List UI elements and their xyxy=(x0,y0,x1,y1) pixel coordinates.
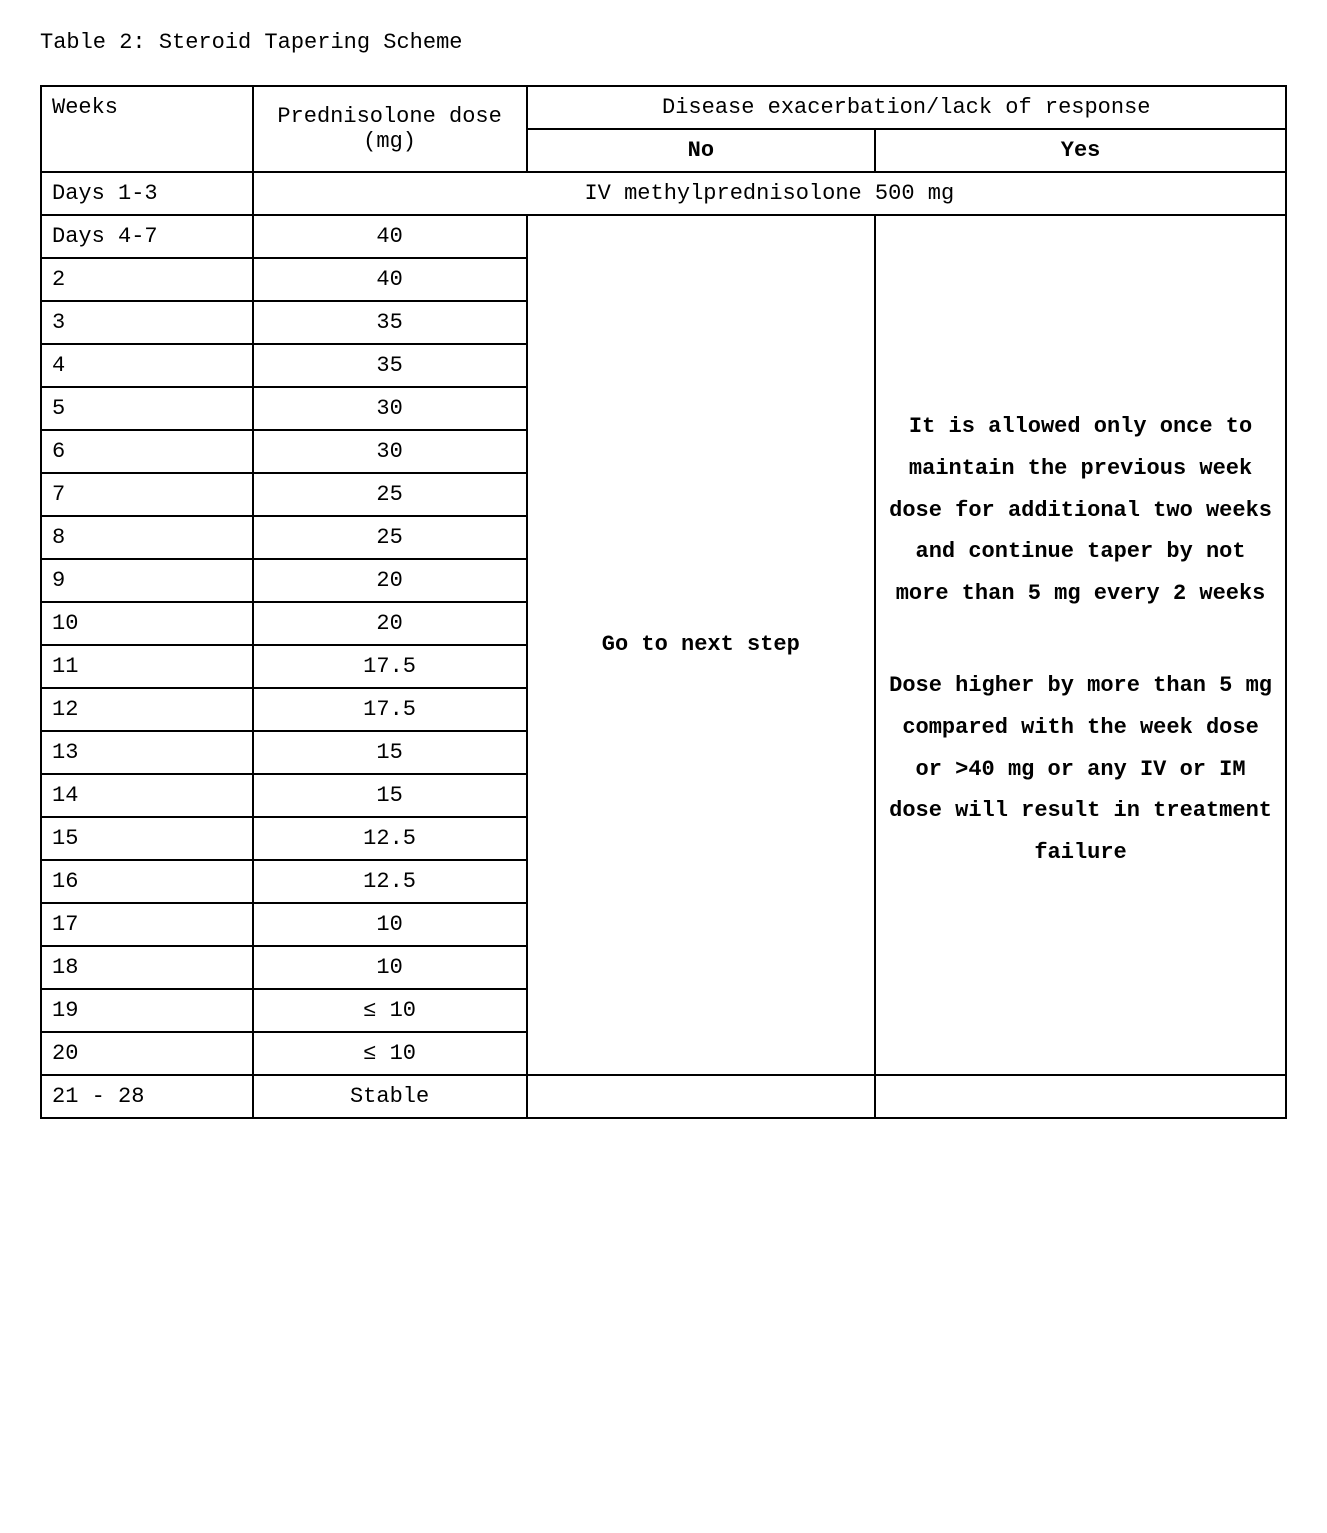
cell-weeks: 5 xyxy=(41,387,253,430)
cell-dose: 30 xyxy=(253,387,527,430)
cell-dose: 20 xyxy=(253,559,527,602)
cell-dose: 20 xyxy=(253,602,527,645)
table-title: Table 2: Steroid Tapering Scheme xyxy=(40,30,1287,55)
cell-dose: Stable xyxy=(253,1075,527,1118)
cell-weeks: 7 xyxy=(41,473,253,516)
cell-dose: 40 xyxy=(253,215,527,258)
header-prednisolone: Prednisolone dose (mg) xyxy=(253,86,527,172)
cell-dose: 35 xyxy=(253,344,527,387)
cell-no xyxy=(527,1075,876,1118)
cell-yes xyxy=(875,1075,1286,1118)
cell-weeks: 17 xyxy=(41,903,253,946)
cell-weeks: 8 xyxy=(41,516,253,559)
cell-dose: 15 xyxy=(253,774,527,817)
cell-weeks: 20 xyxy=(41,1032,253,1075)
cell-weeks: Days 4-7 xyxy=(41,215,253,258)
cell-dose: 15 xyxy=(253,731,527,774)
cell-weeks: 10 xyxy=(41,602,253,645)
cell-dose: 10 xyxy=(253,903,527,946)
row-21-28: 21 - 28 Stable xyxy=(41,1075,1286,1118)
row-days-1-3: Days 1-3 IV methylprednisolone 500 mg xyxy=(41,172,1286,215)
cell-dose: 35 xyxy=(253,301,527,344)
cell-weeks: 13 xyxy=(41,731,253,774)
cell-dose: 17.5 xyxy=(253,645,527,688)
cell-iv-methylprednisolone: IV methylprednisolone 500 mg xyxy=(253,172,1286,215)
yes-block-para2: Dose higher by more than 5 mg compared w… xyxy=(886,665,1275,874)
cell-dose: 10 xyxy=(253,946,527,989)
cell-dose: 12.5 xyxy=(253,817,527,860)
cell-weeks: 18 xyxy=(41,946,253,989)
cell-weeks: Days 1-3 xyxy=(41,172,253,215)
tapering-table: Weeks Prednisolone dose (mg) Disease exa… xyxy=(40,85,1287,1119)
yes-block: It is allowed only once to maintain the … xyxy=(875,215,1286,1075)
cell-weeks: 21 - 28 xyxy=(41,1075,253,1118)
table-row: Days 4-740Go to next stepIt is allowed o… xyxy=(41,215,1286,258)
cell-weeks: 15 xyxy=(41,817,253,860)
cell-weeks: 16 xyxy=(41,860,253,903)
cell-dose: 25 xyxy=(253,516,527,559)
cell-weeks: 14 xyxy=(41,774,253,817)
header-row-1: Weeks Prednisolone dose (mg) Disease exa… xyxy=(41,86,1286,129)
header-no: No xyxy=(527,129,876,172)
cell-dose: 17.5 xyxy=(253,688,527,731)
cell-dose: ≤ 10 xyxy=(253,1032,527,1075)
header-yes: Yes xyxy=(875,129,1286,172)
header-weeks: Weeks xyxy=(41,86,253,172)
cell-weeks: 9 xyxy=(41,559,253,602)
cell-dose: 40 xyxy=(253,258,527,301)
cell-dose: 25 xyxy=(253,473,527,516)
cell-weeks: 19 xyxy=(41,989,253,1032)
cell-weeks: 4 xyxy=(41,344,253,387)
cell-weeks: 11 xyxy=(41,645,253,688)
cell-dose: 12.5 xyxy=(253,860,527,903)
header-exacerbation: Disease exacerbation/lack of response xyxy=(527,86,1286,129)
cell-weeks: 2 xyxy=(41,258,253,301)
cell-dose: 30 xyxy=(253,430,527,473)
cell-weeks: 6 xyxy=(41,430,253,473)
no-block: Go to next step xyxy=(527,215,876,1075)
cell-weeks: 3 xyxy=(41,301,253,344)
cell-weeks: 12 xyxy=(41,688,253,731)
cell-dose: ≤ 10 xyxy=(253,989,527,1032)
yes-block-para1: It is allowed only once to maintain the … xyxy=(886,406,1275,615)
